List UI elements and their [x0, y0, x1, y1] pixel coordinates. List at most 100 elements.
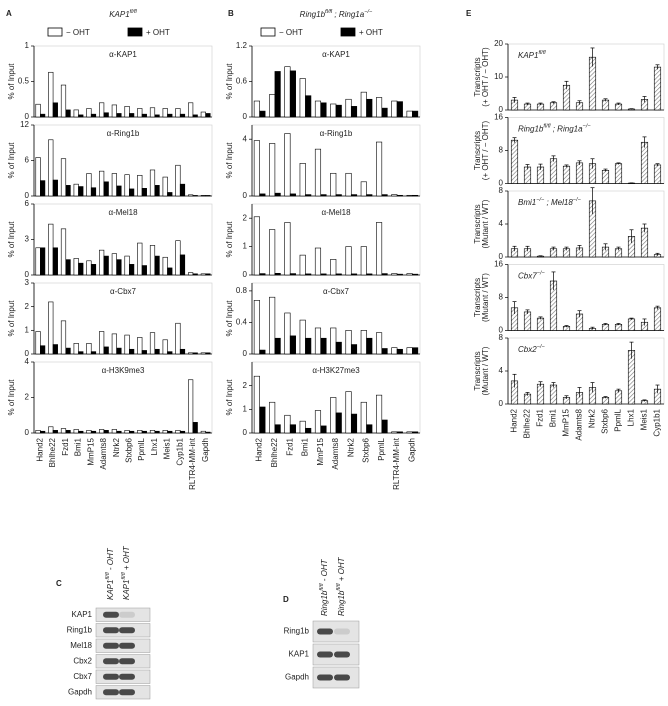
bar: [116, 259, 122, 276]
blot-row-label: Gapdh: [68, 687, 92, 696]
bar: [376, 222, 383, 276]
text-segment: + OHT: [122, 545, 131, 572]
y-tick-label: 1: [25, 325, 30, 334]
bar: [640, 227, 649, 258]
blot-band: [119, 689, 135, 696]
bar: [335, 412, 342, 434]
bar: [99, 429, 105, 434]
bar: [137, 108, 143, 118]
bar: [253, 300, 260, 355]
blot-band: [103, 611, 119, 618]
y-tick-label: 6: [25, 156, 30, 165]
bar: [376, 394, 383, 434]
bar: [90, 113, 97, 118]
blot-strip: [95, 607, 151, 622]
bar: [536, 383, 545, 405]
x-tick-label: Stxbp6: [601, 408, 610, 433]
plot-title: α-KAP1: [109, 50, 137, 59]
bar: [366, 194, 373, 197]
bar: [366, 337, 373, 355]
bar: [305, 95, 312, 118]
bar: [335, 194, 342, 197]
text-segment: Cbx7: [518, 272, 537, 281]
panel-letter: D: [283, 595, 289, 604]
panel-title: Ring1bfl/fl ; Ring1a−/−: [300, 9, 373, 19]
bar: [376, 97, 383, 118]
bar: [175, 164, 181, 197]
y-axis-label: % of Input: [7, 142, 16, 179]
bar: [149, 332, 156, 355]
bar: [137, 242, 143, 276]
bar: [137, 337, 143, 355]
y-tick-label: 6: [25, 199, 30, 208]
bar: [35, 430, 41, 434]
bar: [175, 430, 181, 434]
bar: [60, 320, 67, 355]
y-axis-label: % of Input: [7, 379, 16, 416]
bar: [391, 100, 398, 118]
bar: [360, 401, 367, 434]
bar: [65, 347, 71, 355]
x-tick-label: Gapdh: [201, 438, 210, 462]
bar: [259, 273, 266, 276]
text-segment: Ring1b: [518, 125, 544, 134]
x-tick-label: Bmi1: [301, 437, 310, 456]
bar: [640, 141, 649, 184]
bar: [205, 352, 211, 355]
bar: [274, 272, 281, 276]
bar: [305, 194, 312, 197]
blot-band: [334, 674, 350, 681]
x-tick-label: MmP15: [562, 408, 571, 436]
bar: [396, 101, 403, 118]
bar: [330, 397, 337, 434]
bar: [314, 327, 322, 355]
bar: [274, 337, 281, 355]
y-tick-label: 20: [494, 39, 503, 48]
bar: [73, 109, 79, 118]
bar: [188, 102, 194, 118]
bar: [141, 188, 147, 197]
bar: [269, 401, 276, 434]
y-tick-label: 0: [25, 428, 30, 437]
bar: [320, 337, 327, 355]
panel-letter: C: [56, 579, 62, 588]
bar: [154, 255, 160, 276]
y-tick-label: 0: [25, 191, 30, 200]
y-tick-label: 0: [243, 349, 248, 358]
y-tick-label: 0: [243, 428, 248, 437]
text-segment: fl/fl: [543, 124, 551, 130]
bar: [103, 430, 109, 434]
bar: [284, 66, 291, 118]
plot-title: α-Mel18: [108, 208, 138, 217]
bar: [60, 84, 67, 118]
bar: [320, 102, 327, 118]
blot-band: [103, 689, 119, 696]
y-axis-label: % of Input: [7, 300, 16, 337]
bar: [200, 352, 206, 355]
bar: [314, 100, 322, 118]
bar: [149, 107, 156, 118]
bar: [192, 422, 198, 434]
bar: [52, 247, 58, 276]
bar: [381, 419, 388, 434]
blot-row-label: Ring1b: [67, 625, 93, 634]
bar: [345, 98, 352, 118]
bar: [141, 350, 147, 355]
y-tick-label: 0.8: [236, 286, 248, 295]
bar: [99, 102, 105, 118]
bar: [179, 254, 186, 276]
x-tick-label: PpmlL: [614, 408, 623, 431]
lane-label: Ring1bfl/fl + OHT: [336, 556, 346, 616]
bar: [396, 273, 403, 276]
text-segment: α-Ring1b: [107, 129, 140, 138]
blot-row-label: KAP1: [289, 650, 310, 659]
lane-label: KAP1fl/fl + OHT: [121, 545, 131, 600]
bar: [366, 273, 373, 276]
plot-title: α-Ring1b: [107, 129, 140, 138]
x-tick-label: Ntrk2: [588, 408, 597, 428]
blot-row-label: Mel18: [70, 641, 92, 650]
blot-band: [119, 658, 135, 665]
bar: [391, 431, 398, 434]
